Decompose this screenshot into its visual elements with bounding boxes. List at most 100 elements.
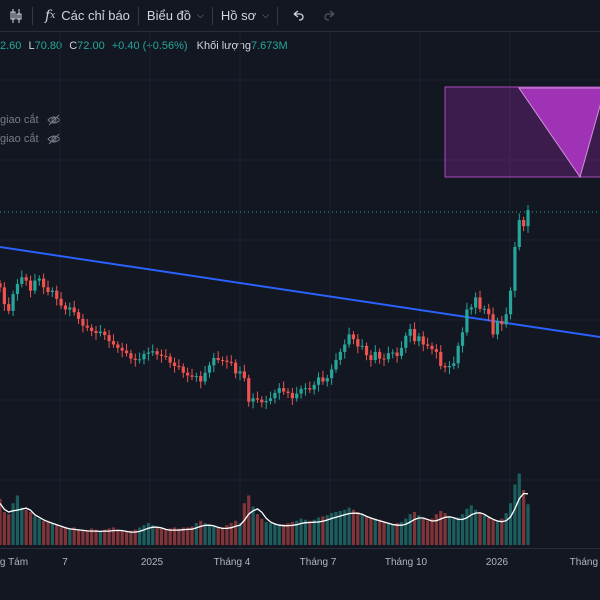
volume-bar — [487, 517, 491, 545]
volume-bar — [103, 529, 107, 545]
candle-body — [478, 297, 482, 309]
volume-bar — [364, 516, 369, 545]
trendline[interactable] — [0, 246, 600, 338]
candle-body — [482, 308, 486, 310]
volume-bar — [369, 517, 373, 545]
candle-body — [277, 388, 281, 393]
volume-bar — [474, 509, 478, 545]
candle-body — [460, 332, 465, 346]
volume-bar — [255, 514, 260, 545]
candle-body — [203, 372, 207, 382]
candle-body — [181, 366, 185, 373]
candle-body — [382, 358, 386, 360]
volume-bar — [98, 530, 102, 545]
candle-body — [290, 392, 294, 399]
candlestick-style-button[interactable] — [0, 0, 32, 31]
volume-bar — [500, 518, 504, 545]
candle-body — [90, 327, 94, 332]
volume-label: Khối lượng — [196, 40, 251, 52]
candle-body — [120, 347, 124, 351]
volume-bar — [404, 518, 408, 545]
chart-grid — [0, 32, 600, 548]
candle-body — [391, 352, 395, 354]
volume-ma-line — [0, 492, 529, 533]
volume-bar — [260, 518, 264, 545]
volume-bar — [351, 509, 356, 545]
volume-bar — [129, 530, 133, 545]
low-value: 70.80 — [34, 40, 63, 52]
volume-bar — [242, 503, 246, 545]
chart-menu-label: Biểu đồ — [146, 8, 192, 23]
volume-bar — [142, 525, 146, 545]
toolbar-divider — [137, 6, 139, 25]
volume-bar — [94, 529, 98, 545]
fib-zone[interactable] — [444, 86, 600, 179]
candle-body — [430, 345, 434, 350]
volume-bar — [386, 523, 390, 545]
candle-body — [378, 351, 382, 359]
volume-bar — [50, 523, 54, 545]
candle-body — [234, 362, 238, 374]
volume-bar — [11, 503, 15, 545]
volume-bar — [391, 524, 395, 545]
ohlc-legend: 2.60 L70.80 C72.00 +0.40 (+0.56%) Khối l… — [0, 40, 288, 52]
candle-body — [194, 376, 198, 378]
volume-bar — [421, 518, 425, 545]
volume-bar — [325, 515, 329, 545]
candle-body — [107, 335, 111, 342]
volume-bar — [186, 527, 190, 545]
chart-menu-button[interactable]: Biểu đồ ⌵ — [139, 0, 212, 31]
price-chart[interactable] — [0, 0, 600, 548]
x-tick-label: Tháng 4 — [569, 557, 600, 568]
volume-bar — [399, 521, 404, 545]
volume-bar — [85, 530, 89, 545]
candle-body — [190, 375, 194, 377]
indicator-label: giao cắt — [0, 133, 39, 145]
candle-body — [151, 351, 155, 353]
candle-body — [247, 378, 251, 402]
volume-bar — [443, 513, 447, 545]
zone-triangle[interactable] — [518, 87, 600, 179]
volume-bar — [120, 530, 124, 545]
candle-body — [412, 329, 417, 342]
candle-body — [330, 369, 334, 379]
volume-bar — [316, 517, 321, 545]
volume-bar — [37, 518, 41, 545]
x-tick-label: Tháng 10 — [384, 557, 428, 568]
candle-body — [273, 392, 277, 399]
undo-icon — [290, 8, 306, 24]
candle-body — [11, 294, 15, 311]
candle-body — [491, 314, 495, 335]
volume-bar — [220, 527, 225, 545]
candle-body — [85, 325, 89, 328]
candle-body — [408, 329, 412, 336]
volume-bar — [434, 514, 438, 545]
volume-bar — [456, 517, 460, 545]
volume-bar — [282, 524, 286, 545]
x-tick-label: 2026 — [485, 557, 509, 568]
candle-body — [255, 398, 260, 400]
x-tick-label: 7 — [62, 557, 68, 568]
volume-series — [0, 473, 530, 545]
volume-bar — [0, 498, 2, 545]
volume-bar — [378, 519, 382, 545]
candle-body — [0, 283, 2, 288]
undo-button[interactable] — [278, 0, 314, 31]
candle-body — [517, 220, 521, 247]
volume-bar — [159, 528, 164, 545]
time-axis[interactable]: g Tám 7 2025 Tháng 4 Tháng 7 Tháng 10 20… — [0, 548, 600, 600]
profile-menu-button[interactable]: Hồ sơ ⌵ — [213, 0, 277, 31]
volume-bar — [504, 513, 508, 545]
volume-bar — [286, 523, 290, 545]
candle-body — [286, 391, 290, 393]
candle-body — [395, 352, 399, 356]
candle-body — [421, 336, 425, 345]
indicator-row-1[interactable]: giao cắt — [0, 114, 61, 126]
redo-button[interactable] — [314, 0, 346, 31]
candle-body — [469, 307, 473, 310]
volume-bar — [59, 527, 63, 545]
x-tick-label: g Tám — [0, 557, 29, 568]
candle-body — [495, 320, 500, 335]
